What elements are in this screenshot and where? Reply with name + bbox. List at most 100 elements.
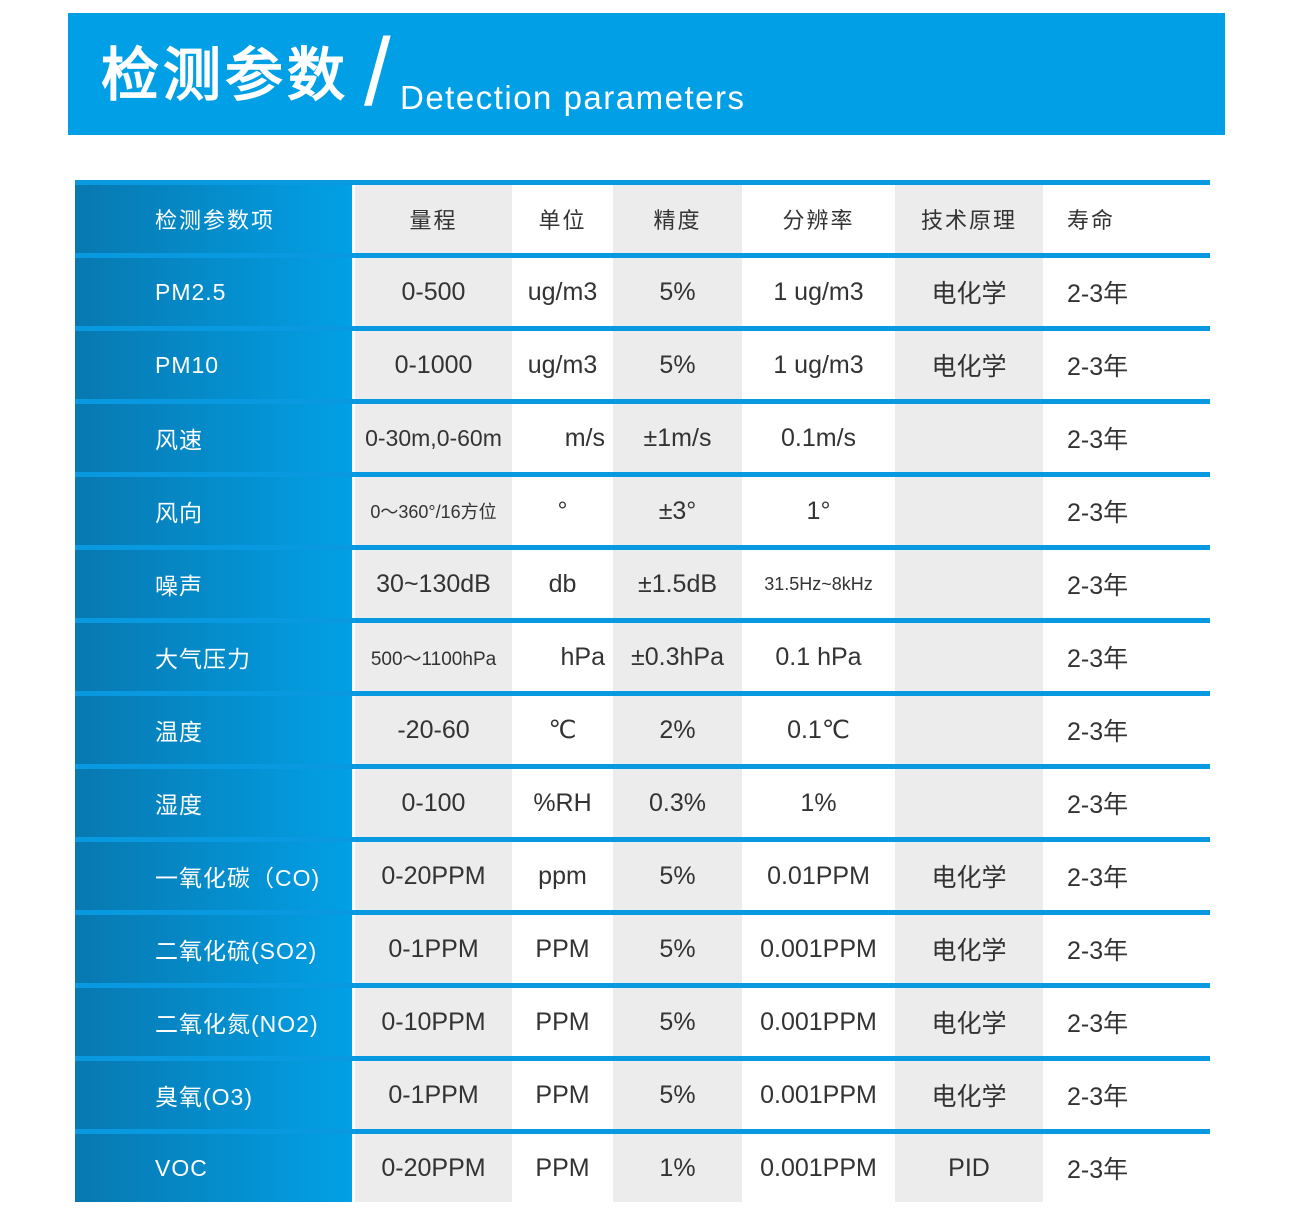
cell-resolution: 0.01PPM xyxy=(742,842,895,910)
cell-lifespan: 2-3年 xyxy=(1043,1134,1210,1202)
cell-principle xyxy=(895,769,1043,837)
column-gap xyxy=(352,258,355,326)
column-gap xyxy=(352,550,355,618)
column-gap xyxy=(352,842,355,910)
cell-range: 0～360°/16方位 xyxy=(355,477,512,545)
cell-param: PM2.5 xyxy=(75,258,352,326)
table-row: 二氧化氮(NO2) 0-10PPM PPM 5% 0.001PPM 电化学 2-3年 xyxy=(75,988,1210,1056)
cell-range: 0-500 xyxy=(355,258,512,326)
cell-principle: 电化学 xyxy=(895,258,1043,326)
table-row: 风速 0-30m,0-60m m/s ±1m/s 0.1m/s 2-3年 xyxy=(75,404,1210,472)
section-title-zh: 检测参数 xyxy=(101,43,350,108)
cell-accuracy: 0.3% xyxy=(613,769,742,837)
table-row: PM10 0-1000 ug/m3 5% 1 ug/m3 电化学 2-3年 xyxy=(75,331,1210,399)
cell-range: 0-100 xyxy=(355,769,512,837)
cell-resolution: 0.1 hPa xyxy=(742,623,895,691)
detection-parameters-table: 检测参数项 量程 单位 精度 分辨率 技术原理 寿命 PM2.5 0-500 ug/m3 5% 1 u… xyxy=(75,180,1210,1202)
cell-param: VOC xyxy=(75,1134,352,1202)
cell-range: 0-20PPM xyxy=(355,842,512,910)
cell-unit: %RH xyxy=(512,769,613,837)
column-gap xyxy=(352,696,355,764)
table-row: 湿度 0-100 %RH 0.3% 1% 2-3年 xyxy=(75,769,1210,837)
table-row: 大气压力 500～1100hPa hPa ±0.3hPa 0.1 hPa 2-3年 xyxy=(75,623,1210,691)
cell-principle xyxy=(895,477,1043,545)
cell-unit: ug/m3 xyxy=(512,331,613,399)
cell-accuracy: 2% xyxy=(613,696,742,764)
cell-accuracy: ±1m/s xyxy=(613,404,742,472)
table-row: 一氧化碳（CO) 0-20PPM ppm 5% 0.01PPM 电化学 2-3年 xyxy=(75,842,1210,910)
cell-accuracy: ±3° xyxy=(613,477,742,545)
column-header-unit: 单位 xyxy=(512,185,613,253)
cell-principle xyxy=(895,404,1043,472)
cell-lifespan: 2-3年 xyxy=(1043,477,1210,545)
column-gap xyxy=(352,988,355,1056)
column-gap xyxy=(352,1061,355,1129)
cell-unit: ℃ xyxy=(512,696,613,764)
cell-accuracy: 5% xyxy=(613,331,742,399)
cell-lifespan: 2-3年 xyxy=(1043,769,1210,837)
column-header-resolution: 分辨率 xyxy=(742,185,895,253)
cell-unit: PPM xyxy=(512,915,613,983)
cell-principle: 电化学 xyxy=(895,988,1043,1056)
cell-principle: PID xyxy=(895,1134,1043,1202)
cell-range: 0-20PPM xyxy=(355,1134,512,1202)
column-header-principle: 技术原理 xyxy=(895,185,1043,253)
section-banner: 检测参数 / Detection parameters xyxy=(68,13,1225,135)
section-title-en: Detection parameters xyxy=(400,79,746,116)
cell-lifespan: 2-3年 xyxy=(1043,988,1210,1056)
table-row: VOC 0-20PPM PPM 1% 0.001PPM PID 2-3年 xyxy=(75,1134,1210,1202)
cell-accuracy: 5% xyxy=(613,988,742,1056)
cell-unit: ug/m3 xyxy=(512,258,613,326)
cell-lifespan: 2-3年 xyxy=(1043,331,1210,399)
cell-range: 0-1PPM xyxy=(355,1061,512,1129)
cell-range: 0-1000 xyxy=(355,331,512,399)
cell-resolution: 1 ug/m3 xyxy=(742,331,895,399)
cell-lifespan: 2-3年 xyxy=(1043,696,1210,764)
column-header-range: 量程 xyxy=(355,185,512,253)
cell-unit: db xyxy=(512,550,613,618)
column-gap xyxy=(352,404,355,472)
column-gap xyxy=(352,915,355,983)
cell-principle: 电化学 xyxy=(895,842,1043,910)
cell-accuracy: ±1.5dB xyxy=(613,550,742,618)
cell-unit: m/s xyxy=(512,404,613,472)
cell-param: 风速 xyxy=(75,404,352,472)
cell-resolution: 1 ug/m3 xyxy=(742,258,895,326)
cell-accuracy: ±0.3hPa xyxy=(613,623,742,691)
table-header-row: 检测参数项 量程 单位 精度 分辨率 技术原理 寿命 xyxy=(75,185,1210,253)
cell-lifespan: 2-3年 xyxy=(1043,258,1210,326)
cell-param: 二氧化硫(SO2) xyxy=(75,915,352,983)
cell-accuracy: 5% xyxy=(613,842,742,910)
cell-lifespan: 2-3年 xyxy=(1043,915,1210,983)
column-gap xyxy=(352,477,355,545)
cell-range: 0-1PPM xyxy=(355,915,512,983)
column-gap xyxy=(352,769,355,837)
cell-principle: 电化学 xyxy=(895,915,1043,983)
cell-lifespan: 2-3年 xyxy=(1043,842,1210,910)
cell-lifespan: 2-3年 xyxy=(1043,550,1210,618)
table-row: 风向 0～360°/16方位 ° ±3° 1° 2-3年 xyxy=(75,477,1210,545)
column-gap xyxy=(352,185,355,253)
cell-accuracy: 5% xyxy=(613,258,742,326)
column-header-param: 检测参数项 xyxy=(75,185,352,253)
column-gap xyxy=(352,623,355,691)
cell-lifespan: 2-3年 xyxy=(1043,1061,1210,1129)
cell-resolution: 0.001PPM xyxy=(742,915,895,983)
cell-unit: PPM xyxy=(512,988,613,1056)
cell-resolution: 0.001PPM xyxy=(742,1061,895,1129)
cell-resolution: 0.1m/s xyxy=(742,404,895,472)
cell-principle: 电化学 xyxy=(895,1061,1043,1129)
cell-range: 0-30m,0-60m xyxy=(355,404,512,472)
cell-principle xyxy=(895,623,1043,691)
cell-param: 风向 xyxy=(75,477,352,545)
cell-param: 大气压力 xyxy=(75,623,352,691)
cell-range: -20-60 xyxy=(355,696,512,764)
column-header-accuracy: 精度 xyxy=(613,185,742,253)
cell-unit: PPM xyxy=(512,1134,613,1202)
cell-unit: ° xyxy=(512,477,613,545)
cell-param: 噪声 xyxy=(75,550,352,618)
table-row: 二氧化硫(SO2) 0-1PPM PPM 5% 0.001PPM 电化学 2-3年 xyxy=(75,915,1210,983)
table-row: PM2.5 0-500 ug/m3 5% 1 ug/m3 电化学 2-3年 xyxy=(75,258,1210,326)
table-row: 温度 -20-60 ℃ 2% 0.1℃ 2-3年 xyxy=(75,696,1210,764)
